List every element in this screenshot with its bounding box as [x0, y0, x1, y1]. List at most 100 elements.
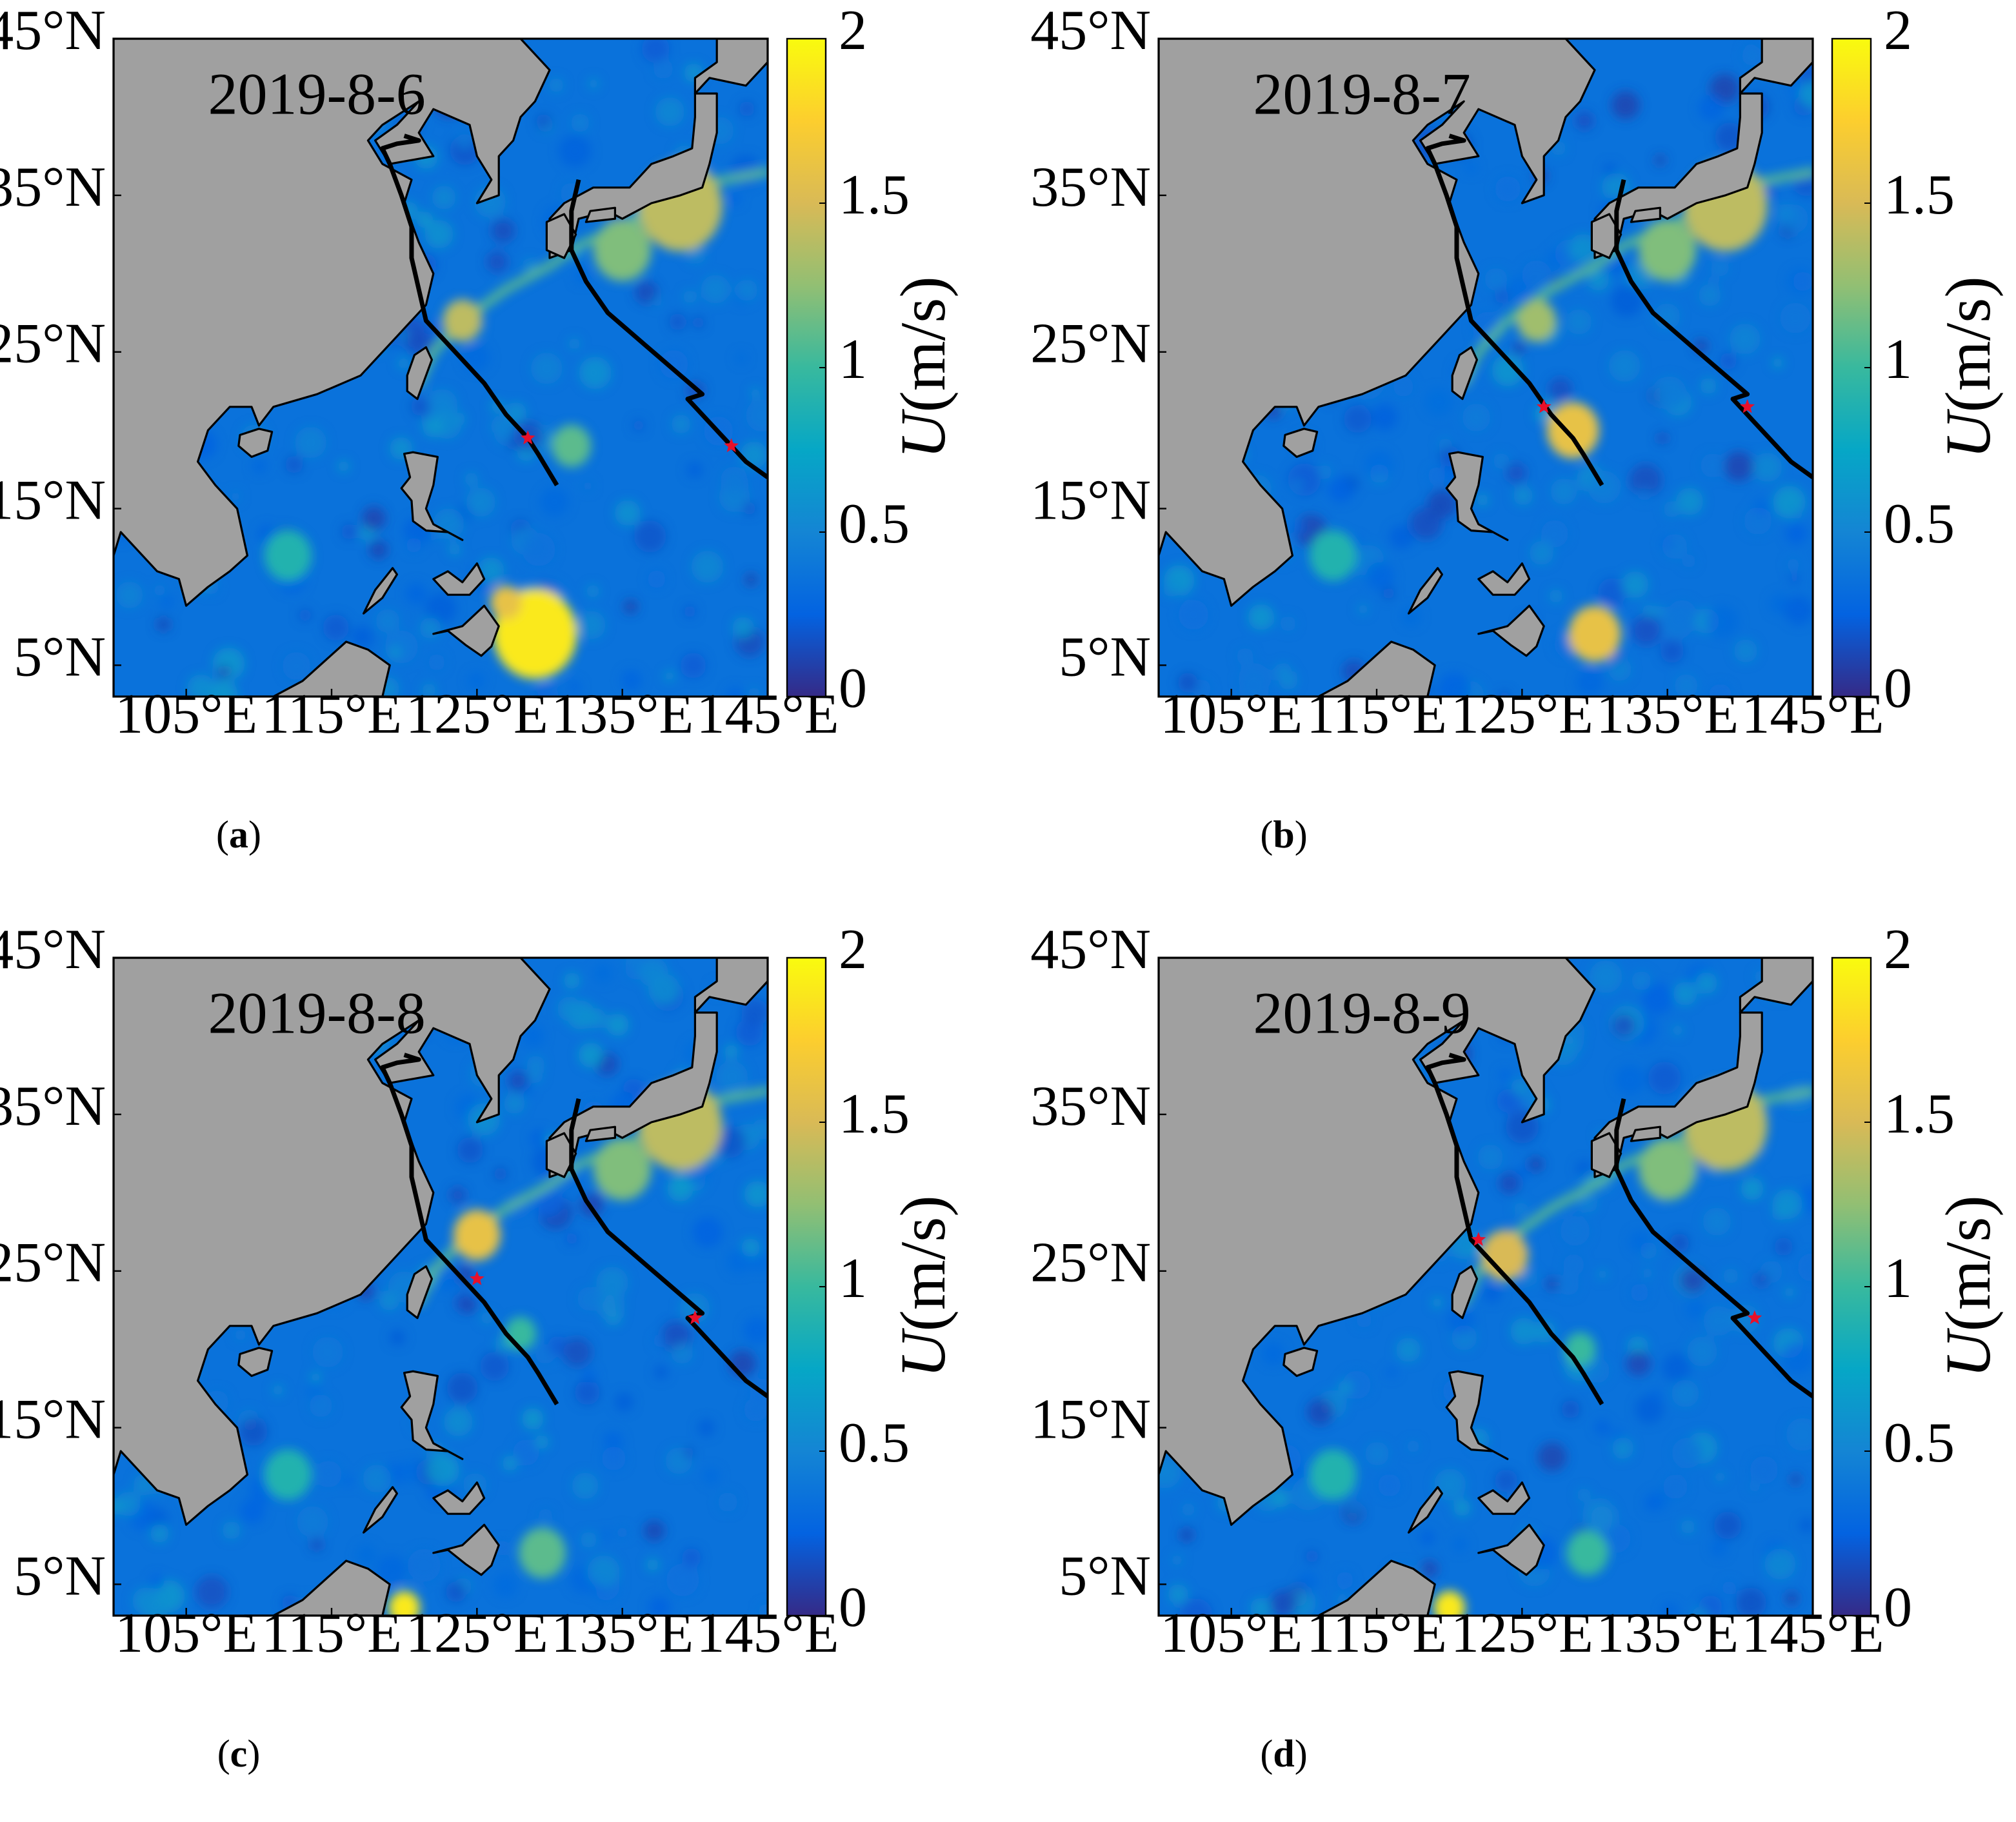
panel-a: 2019-8-645°N35°N25°N15°N5°N105°E115°E125…	[0, 0, 1006, 903]
colorbar-tick-label: 1	[1884, 328, 1912, 391]
speed-maximum	[453, 1209, 501, 1261]
typhoon-track-1	[380, 1053, 559, 1406]
speed-maximum	[1564, 1332, 1596, 1367]
panel-caption: (b)	[1260, 813, 1308, 856]
date-label: 2019-8-9	[1253, 980, 1470, 1046]
panel-caption: (d)	[1260, 1732, 1308, 1775]
lat-tick-label: 45°N	[1030, 0, 1151, 62]
lat-tick-label: 45°N	[0, 0, 106, 62]
lat-tick-label: 35°N	[1030, 1075, 1151, 1138]
lat-tick-label: 25°N	[0, 1232, 106, 1294]
land-polygon	[1477, 562, 1531, 596]
speed-maximum	[1566, 1530, 1609, 1576]
speed-maximum	[519, 1527, 566, 1579]
lat-tick-label: 35°N	[0, 156, 106, 219]
land-polygon	[432, 1481, 486, 1515]
colorbar-title: U(m/s)	[1932, 1195, 2004, 1378]
speed-maximum	[594, 219, 652, 281]
land-mask	[114, 39, 768, 697]
land-polygon	[694, 958, 768, 1014]
speed-maximum	[443, 299, 483, 342]
colorbar-tick-label: 2	[839, 918, 867, 981]
speed-maximum	[1433, 1590, 1465, 1616]
colorbar-tick-label: 1	[1884, 1247, 1912, 1310]
speed-maximum	[1517, 299, 1557, 342]
typhoon-position-marker	[1536, 399, 1552, 413]
colorbar-tick-label: 1	[839, 328, 867, 391]
land-polygon	[237, 1347, 274, 1377]
typhoon-track-1	[1425, 1053, 1604, 1406]
speed-maximum	[1309, 1449, 1357, 1500]
land-polygon	[432, 562, 486, 596]
speed-maximum	[594, 1138, 652, 1200]
colorbar-tick-label: 2	[1884, 918, 1912, 981]
typhoon-position-marker	[688, 1310, 703, 1325]
typhoon-track-1	[1425, 134, 1604, 487]
land-mask	[114, 958, 768, 1616]
typhoon-track-2	[1614, 179, 1813, 479]
plot-frame	[112, 37, 769, 698]
land-polygon	[1451, 346, 1478, 401]
speed-maximum	[490, 586, 522, 620]
speed-maximum	[264, 1449, 312, 1500]
colorbar-tick-label: 0.5	[1884, 1412, 1955, 1474]
land-polygon	[400, 1370, 464, 1460]
speed-maximum	[1639, 219, 1697, 281]
colorbar-tick-label: 0.5	[839, 493, 910, 555]
speed-maximum	[1639, 1138, 1697, 1200]
lat-tick-label: 5°N	[14, 1545, 106, 1607]
lat-tick-label: 15°N	[1030, 470, 1151, 532]
land-polygon	[432, 1523, 500, 1576]
land-polygon	[584, 1125, 616, 1142]
land-polygon	[363, 1486, 398, 1534]
land-polygon	[406, 1265, 433, 1320]
land-polygon	[1739, 39, 1813, 95]
lat-tick-label: 5°N	[1059, 1545, 1151, 1607]
colorbar-tick-label: 0.5	[1884, 493, 1955, 555]
typhoon-position-marker	[1747, 1310, 1762, 1325]
typhoon-track-2	[569, 1098, 768, 1398]
land-polygon	[584, 206, 616, 223]
colorbar-tick-label: 0	[839, 1576, 867, 1639]
date-label: 2019-8-8	[208, 980, 425, 1046]
lat-tick-label: 25°N	[0, 313, 106, 375]
colorbar-tick-label: 0	[1884, 1576, 1912, 1639]
land-polygon	[1408, 567, 1443, 615]
land-polygon	[1288, 640, 1436, 697]
land-polygon	[1282, 428, 1319, 458]
lat-tick-label: 45°N	[1030, 918, 1151, 981]
colorbar-tick-label: 2	[839, 0, 867, 62]
land-polygon	[243, 1560, 391, 1616]
colorbar-tick-label: 1.5	[1884, 1083, 1955, 1145]
typhoon-track-2	[1614, 1098, 1813, 1398]
speed-maximum	[552, 424, 592, 468]
land-polygon	[1739, 958, 1813, 1014]
colorbar	[786, 956, 827, 1617]
plot-frame	[112, 956, 769, 1617]
lat-tick-label: 5°N	[14, 626, 106, 688]
speed-maximum	[264, 530, 312, 581]
land-polygon	[1630, 1125, 1661, 1142]
typhoon-position-marker	[1740, 399, 1755, 413]
typhoon-position-marker	[1471, 1232, 1486, 1246]
colorbar-title: U(m/s)	[887, 1195, 959, 1378]
land-polygon	[1445, 1370, 1509, 1460]
map-figure: 2019-8-645°N35°N25°N15°N5°N105°E115°E125…	[0, 0, 959, 746]
lat-tick-label: 15°N	[0, 470, 106, 532]
land-polygon	[694, 39, 768, 95]
lat-tick-label: 45°N	[0, 918, 106, 981]
date-label: 2019-8-7	[1253, 61, 1470, 127]
land-polygon	[1159, 958, 1596, 1616]
land-polygon	[432, 604, 500, 657]
land-polygon	[363, 567, 398, 615]
land-polygon	[400, 451, 464, 541]
speed-maximum	[1481, 1230, 1528, 1281]
land-polygon	[114, 39, 551, 697]
typhoon-position-marker	[724, 438, 739, 453]
colorbar-tick-label: 2	[1884, 0, 1912, 62]
colorbar-tick-label: 1.5	[839, 164, 910, 226]
map-figure: 2019-8-845°N35°N25°N15°N5°N105°E115°E125…	[0, 918, 959, 1665]
colorbar-tick-label: 0	[1884, 657, 1912, 720]
speed-maximum	[388, 1590, 420, 1616]
